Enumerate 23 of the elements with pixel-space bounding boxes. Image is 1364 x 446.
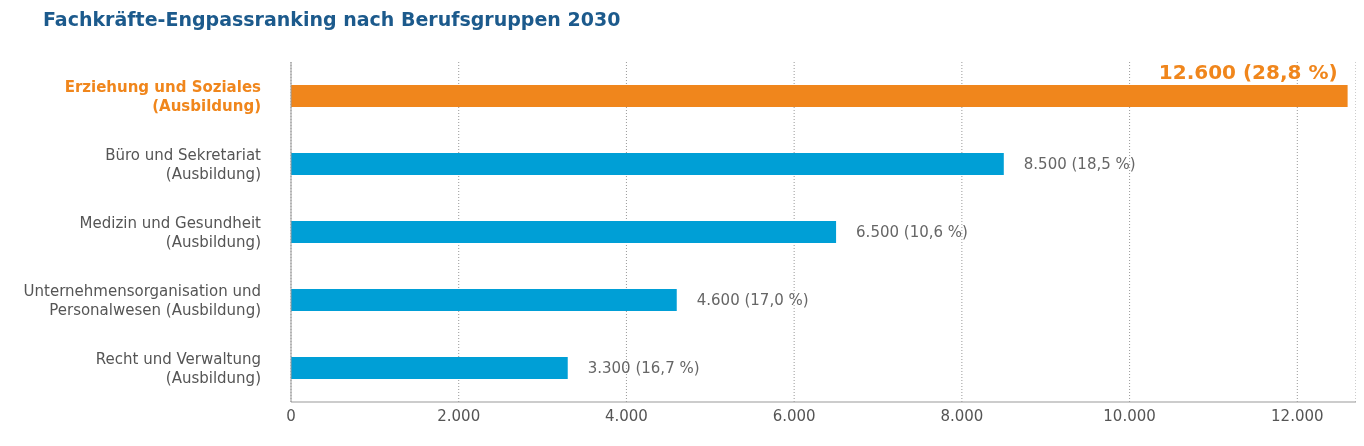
data-label: 4.600 (17,0 %) [696,291,809,310]
bar [291,357,568,380]
data-label: 8.500 (18,5 %) [1023,155,1136,174]
x-tick-label: 4.000 [604,406,648,425]
x-tick-label: 0 [286,406,296,425]
y-tick-label: Unternehmensorganisation und Personalwesen (Ausbildung) [23,282,261,319]
x-tick-label: 2.000 [437,406,481,425]
y-tick-label: Recht und Verwaltung (Ausbildung) [95,350,261,387]
y-tick-label: Büro und Sekretariat (Ausbildung) [105,146,262,183]
x-tick-label: 10.000 [1103,406,1156,425]
bar [291,289,677,312]
bar [291,221,837,244]
bar [291,153,1004,176]
bar [291,85,1348,108]
y-tick-label: Medizin und Gesundheit (Ausbildung) [79,214,262,251]
x-tick-label: 6.000 [772,406,816,425]
data-label: 6.500 (10,6 %) [856,223,968,242]
x-tick-label: 12.000 [1271,406,1324,425]
data-label: 3.300 (16,7 %) [587,359,700,378]
x-tick-label: 8.000 [940,406,984,425]
chart-title: Fachkräfte-Engpassranking nach Berufsgruppen 2030 [43,8,622,32]
y-tick-label: Erziehung und Soziales (Ausbildung) [64,78,262,115]
data-label: 12.600 (28,8 %) [1158,60,1338,85]
